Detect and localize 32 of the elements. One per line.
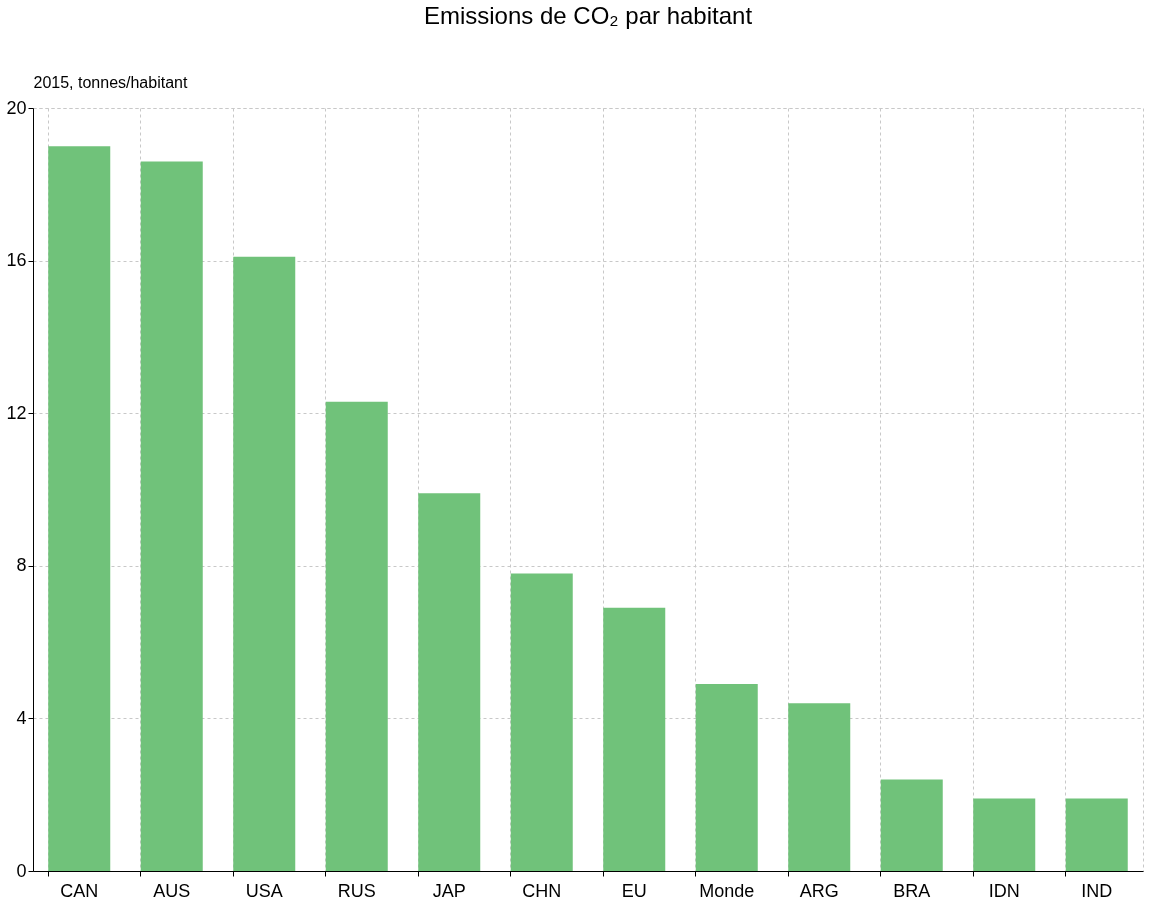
y-tick-label: 16 (6, 250, 27, 271)
bar (973, 798, 1036, 871)
bar (788, 703, 851, 871)
x-tick-label: CAN (60, 880, 99, 901)
bar (325, 401, 388, 871)
x-tick-label: IND (1081, 880, 1113, 901)
bar (1065, 798, 1128, 871)
y-tick-label: 8 (16, 555, 27, 576)
y-axis-title: 2015, tonnes/habitant (33, 73, 188, 91)
bar (510, 573, 573, 871)
y-tick-label: 12 (6, 402, 27, 423)
x-tick-label: BRA (893, 880, 931, 901)
y-tick-label: 20 (6, 97, 27, 118)
x-tick-label: IDN (988, 880, 1020, 901)
x-tick-label: AUS (153, 880, 191, 901)
x-tick-label: Monde (699, 880, 755, 901)
bar (880, 779, 943, 871)
bar (603, 607, 666, 871)
y-tick-label: 0 (16, 860, 27, 881)
x-tick-label: USA (245, 880, 283, 901)
bar (695, 684, 758, 871)
x-tick-label: EU (621, 880, 647, 901)
x-tick-label: JAP (432, 880, 466, 901)
y-tick-label: 4 (16, 707, 27, 728)
x-tick-label: ARG (799, 880, 839, 901)
bar (418, 493, 481, 871)
bar (233, 256, 296, 871)
bar (48, 146, 111, 871)
x-tick-label: CHN (522, 880, 562, 901)
bar (140, 161, 203, 871)
chart-title: Emissions de CO₂ par habitant (423, 2, 753, 29)
x-tick-label: RUS (337, 880, 376, 901)
